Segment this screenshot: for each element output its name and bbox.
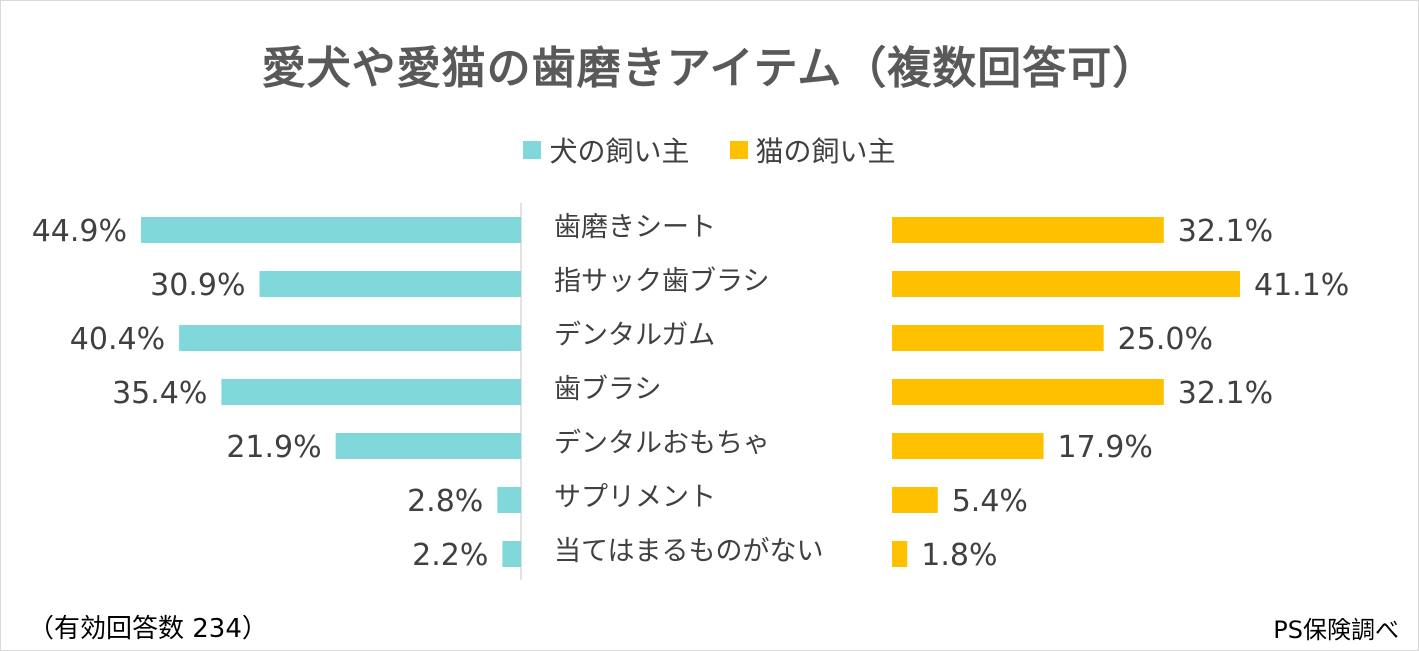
legend-label-cat: 猫の飼い主 bbox=[755, 135, 896, 168]
category-label-1: 指サック歯ブラシ bbox=[554, 266, 769, 297]
label-cat-6: 1.8% bbox=[921, 538, 997, 573]
legend: 犬の飼い主 猫の飼い主 bbox=[0, 130, 1419, 170]
bar-dog-1 bbox=[259, 271, 521, 297]
label-dog-6: 2.2% bbox=[412, 538, 488, 573]
legend-swatch-cat bbox=[729, 141, 748, 159]
category-label-2: デンタルガム bbox=[554, 320, 715, 351]
label-cat-5: 5.4% bbox=[952, 484, 1028, 519]
bar-cat-4 bbox=[892, 433, 1044, 459]
legend-item-cat: 猫の飼い主 bbox=[729, 130, 896, 170]
label-dog-3: 35.4% bbox=[112, 376, 207, 411]
bar-cat-3 bbox=[892, 379, 1164, 405]
legend-label-dog: 犬の飼い主 bbox=[549, 135, 690, 168]
category-label-6: 当てはまるものがない bbox=[554, 536, 823, 567]
category-label-3: 歯ブラシ bbox=[554, 374, 661, 405]
chart-title: 愛犬や愛猫の歯磨きアイテム（複数回答可） bbox=[261, 43, 1158, 94]
bar-cat-0 bbox=[892, 217, 1164, 243]
bar-dog-0 bbox=[141, 217, 521, 243]
sample-size-note: （有効回答数 234） bbox=[28, 614, 268, 644]
bar-cat-1 bbox=[892, 271, 1240, 297]
label-cat-1: 41.1% bbox=[1254, 268, 1349, 303]
bar-cat-2 bbox=[892, 325, 1104, 351]
label-dog-1: 30.9% bbox=[150, 268, 245, 303]
bar-dog-4 bbox=[335, 433, 521, 459]
label-cat-3: 32.1% bbox=[1178, 376, 1273, 411]
source-note: PS保険調べ bbox=[1273, 616, 1399, 644]
bar-dog-6 bbox=[502, 541, 521, 567]
category-label-5: サプリメント bbox=[554, 482, 716, 513]
bar-dog-5 bbox=[497, 487, 521, 513]
label-dog-0: 44.9% bbox=[32, 214, 127, 249]
legend-swatch-dog bbox=[523, 141, 542, 159]
bar-dog-3 bbox=[221, 379, 522, 405]
legend-item-dog: 犬の飼い主 bbox=[523, 130, 690, 170]
label-dog-5: 2.8% bbox=[407, 484, 483, 519]
bar-dog-2 bbox=[179, 325, 521, 351]
category-label-4: デンタルおもちゃ bbox=[554, 428, 770, 459]
label-dog-2: 40.4% bbox=[70, 322, 165, 357]
bar-cat-6 bbox=[892, 541, 908, 567]
label-cat-4: 17.9% bbox=[1058, 430, 1153, 465]
label-dog-4: 21.9% bbox=[226, 430, 321, 465]
label-cat-0: 32.1% bbox=[1178, 214, 1273, 249]
bar-cat-5 bbox=[892, 487, 938, 513]
label-cat-2: 25.0% bbox=[1118, 322, 1213, 357]
category-label-0: 歯磨きシート bbox=[554, 212, 716, 243]
